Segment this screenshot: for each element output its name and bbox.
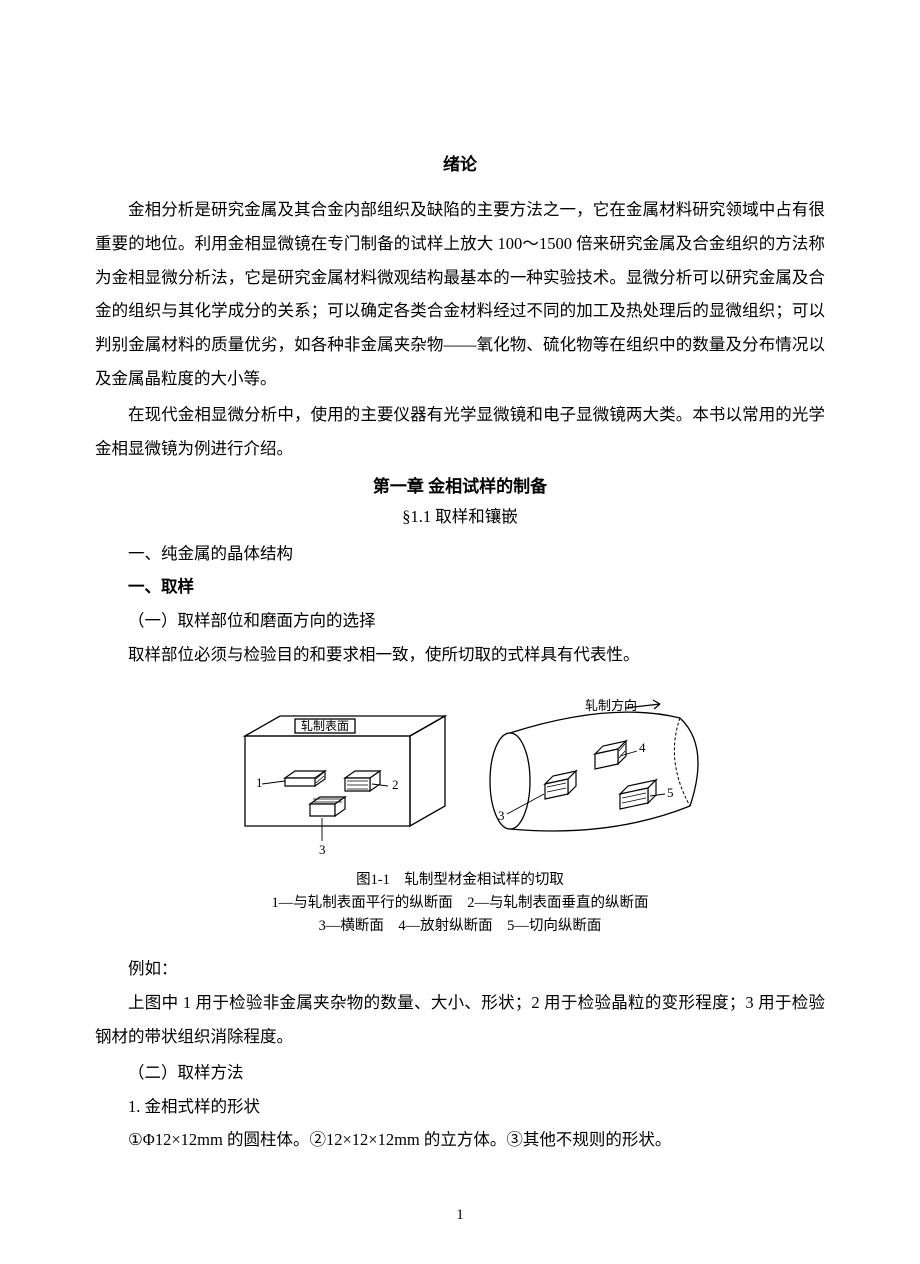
chapter-title: 第一章 金相试样的制备 bbox=[95, 472, 825, 497]
figure-1-1: 轧制表面 bbox=[95, 686, 825, 861]
figure-caption-title: 图1-1 轧制型材金相试样的切取 bbox=[95, 869, 825, 892]
intro-paragraph-2: 在现代金相显微分析中，使用的主要仪器有光学显微镜和电子显微镜两大类。本书以常用的… bbox=[95, 398, 825, 466]
label-rolling-surface: 轧制表面 bbox=[301, 719, 349, 733]
heading-2: 一、取样 bbox=[95, 570, 825, 604]
fig-num-5: 5 bbox=[667, 785, 674, 800]
figure-caption-line2: 3—横断面 4—放射纵断面 5—切向纵断面 bbox=[95, 915, 825, 938]
fig-num-3b: 3 bbox=[498, 808, 505, 823]
intro-paragraph-1: 金相分析是研究金属及其合金内部组织及缺陷的主要方法之一，它在金属材料研究领域中占… bbox=[95, 193, 825, 396]
example-paragraph: 上图中 1 用于检验非金属夹杂物的数量、大小、形状；2 用于检验晶粒的变形程度；… bbox=[95, 986, 825, 1054]
figure-caption: 图1-1 轧制型材金相试样的切取 1—与轧制表面平行的纵断面 2—与轧制表面垂直… bbox=[95, 869, 825, 939]
sub1-paragraph: 取样部位必须与检验目的和要求相一致，使所切取的式样具有代表性。 bbox=[95, 638, 825, 672]
item-1: 1. 金相式样的形状 bbox=[95, 1090, 825, 1124]
fig-num-3: 3 bbox=[319, 842, 326, 857]
example-lead: 例如： bbox=[95, 952, 825, 986]
item-1-paragraph: ①Φ12×12mm 的圆柱体。②12×12×12mm 的立方体。③其他不规则的形… bbox=[95, 1123, 825, 1157]
intro-title: 绪论 bbox=[95, 150, 825, 175]
fig-num-2: 2 bbox=[392, 777, 399, 792]
subheading-2: （二）取样方法 bbox=[95, 1056, 825, 1090]
section-title: §1.1 取样和镶嵌 bbox=[95, 503, 825, 527]
page-number: 1 bbox=[0, 1207, 920, 1224]
figure-caption-line1: 1—与轧制表面平行的纵断面 2—与轧制表面垂直的纵断面 bbox=[95, 892, 825, 915]
label-rolling-direction: 轧制方向 bbox=[585, 698, 637, 713]
subheading-1: （一）取样部位和磨面方向的选择 bbox=[95, 604, 825, 638]
fig-num-1: 1 bbox=[256, 775, 263, 790]
heading-1: 一、纯金属的晶体结构 bbox=[95, 537, 825, 571]
figure-svg: 轧制表面 bbox=[190, 686, 730, 861]
fig-num-4: 4 bbox=[639, 740, 646, 755]
